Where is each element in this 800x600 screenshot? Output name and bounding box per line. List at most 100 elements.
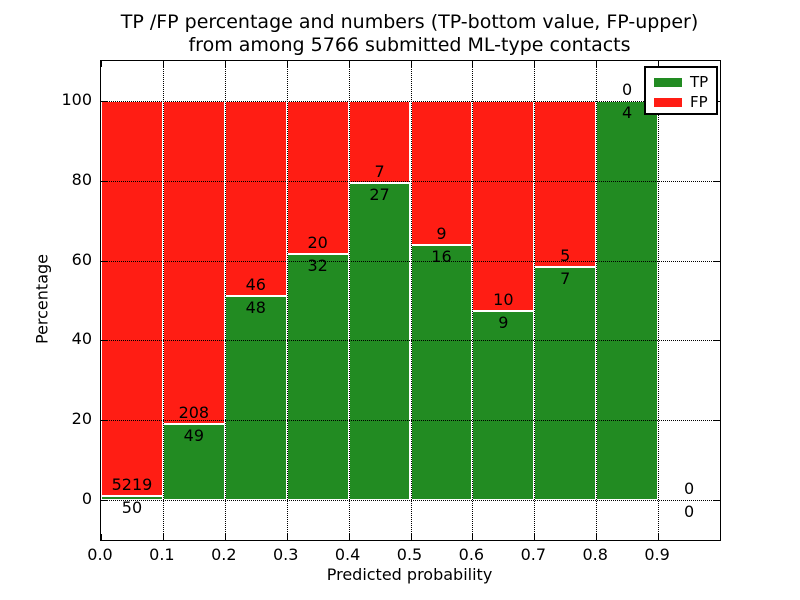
legend-label: FP [690, 93, 708, 111]
fp-count-label: 10 [493, 290, 514, 309]
y-tick-mark [101, 340, 107, 342]
fp-count-label: 0 [683, 479, 695, 499]
y-tick-label: 40 [71, 329, 92, 349]
x-tick-mark [534, 534, 536, 540]
y-tick-label: 20 [71, 409, 92, 429]
legend: TP FP [644, 66, 718, 115]
x-gridline [596, 61, 598, 540]
tp-count-label: 0 [683, 502, 695, 522]
x-tick-mark [596, 534, 598, 540]
chart-title-line2: from among 5766 submitted ML-type contac… [188, 34, 631, 56]
tp-count-label: 48 [245, 298, 266, 318]
x-axis-label: Predicted probability [326, 565, 493, 584]
x-gridline [658, 61, 660, 540]
x-tick-mark [534, 61, 536, 67]
y-tick-mark [714, 260, 720, 262]
x-tick-label: 0.6 [458, 545, 485, 564]
x-tick-mark [348, 61, 350, 67]
x-tick-mark [658, 61, 660, 67]
bar-segment-tp [534, 267, 597, 501]
bar-segment-tp [162, 423, 225, 501]
x-gridline [224, 61, 226, 540]
bar-segment-tp [101, 496, 163, 501]
x-tick-mark [286, 534, 288, 540]
fp-count-label: 5 [560, 246, 571, 266]
x-tick-mark [101, 61, 102, 67]
bar-segment-tp [224, 296, 287, 501]
x-tick-label: 0.4 [334, 545, 361, 564]
fp-count-label: 46 [245, 275, 266, 295]
y-gridline [101, 180, 720, 182]
fp-count-label: 20 [307, 233, 328, 253]
chart-title-line1: TP /FP percentage and numbers (TP-bottom… [120, 11, 699, 33]
bar-segment-fp [410, 100, 473, 245]
bar-segment-tp [286, 254, 349, 501]
y-gridline [101, 100, 720, 102]
x-tick-mark [472, 61, 474, 67]
tp-count-label: 16 [431, 246, 452, 266]
tp-count-label: 50 [121, 498, 143, 518]
x-tick-mark [596, 61, 598, 67]
bar-segment-fp [534, 100, 597, 268]
x-tick-label: 0.0 [87, 545, 113, 564]
tp-count-label: 9 [498, 313, 509, 332]
tp-count-label: 49 [183, 425, 205, 445]
legend-label: TP [690, 73, 709, 91]
x-gridline [472, 61, 474, 540]
x-tick-label: 0.7 [520, 545, 547, 564]
bar-segment-fp [224, 100, 287, 297]
x-tick-label: 0.3 [272, 545, 299, 564]
y-gridline [101, 340, 720, 342]
x-tick-label: 0.5 [396, 545, 423, 564]
y-tick-label: 100 [61, 89, 92, 109]
legend-swatch-tp [654, 78, 682, 87]
x-tick-label: 0.9 [644, 545, 670, 564]
legend-item-tp: TP [646, 74, 716, 91]
fp-count-label: 208 [178, 402, 210, 422]
y-tick-label: 80 [71, 169, 92, 189]
x-tick-label: 0.2 [211, 545, 237, 564]
x-tick-mark [162, 534, 164, 540]
legend-swatch-fp [654, 98, 682, 107]
y-gridline [101, 500, 720, 502]
bar-segment-fp [162, 100, 225, 424]
x-tick-label: 0.8 [582, 545, 608, 564]
x-tick-mark [348, 534, 350, 540]
legend-item-fp: FP [646, 94, 716, 111]
fp-count-label: 5219 [111, 475, 153, 495]
y-tick-mark [101, 260, 107, 262]
x-tick-mark [658, 534, 660, 540]
y-gridline [101, 260, 720, 262]
tp-count-label: 27 [369, 185, 390, 205]
y-tick-mark [101, 100, 107, 102]
chart-title: TP /FP percentage and numbers (TP-bottom… [100, 11, 719, 57]
y-tick-mark [714, 500, 720, 502]
fp-count-label: 0 [622, 79, 633, 99]
x-gridline [410, 61, 412, 540]
plot-area: TP FP 5219 50 208 49 46 48 20 32 7 27 9 16 10 9 5 7 0 4 0 0 [100, 60, 721, 541]
fp-count-label: 7 [374, 162, 385, 182]
tp-count-label: 7 [560, 269, 571, 289]
tp-count-label: 4 [622, 102, 633, 122]
x-gridline [162, 61, 164, 540]
bar-segment-tp [410, 244, 473, 501]
x-tick-mark [224, 534, 226, 540]
fp-count-label: 9 [436, 223, 447, 243]
x-tick-mark [224, 61, 226, 67]
x-tick-mark [162, 61, 164, 67]
x-tick-mark [410, 534, 412, 540]
y-tick-mark [101, 180, 107, 182]
y-tick-label: 60 [71, 249, 92, 269]
y-tick-mark [714, 340, 720, 342]
bar-segment-tp [348, 183, 411, 501]
bar-segment-tp [472, 311, 535, 501]
tp-count-label: 32 [307, 256, 328, 276]
y-tick-mark [714, 180, 720, 182]
y-tick-mark [101, 420, 107, 422]
x-tick-mark [286, 61, 288, 67]
bar-segment-fp [101, 100, 163, 497]
x-tick-label: 0.1 [149, 545, 175, 564]
y-tick-mark [101, 500, 107, 502]
x-tick-mark [410, 61, 412, 67]
